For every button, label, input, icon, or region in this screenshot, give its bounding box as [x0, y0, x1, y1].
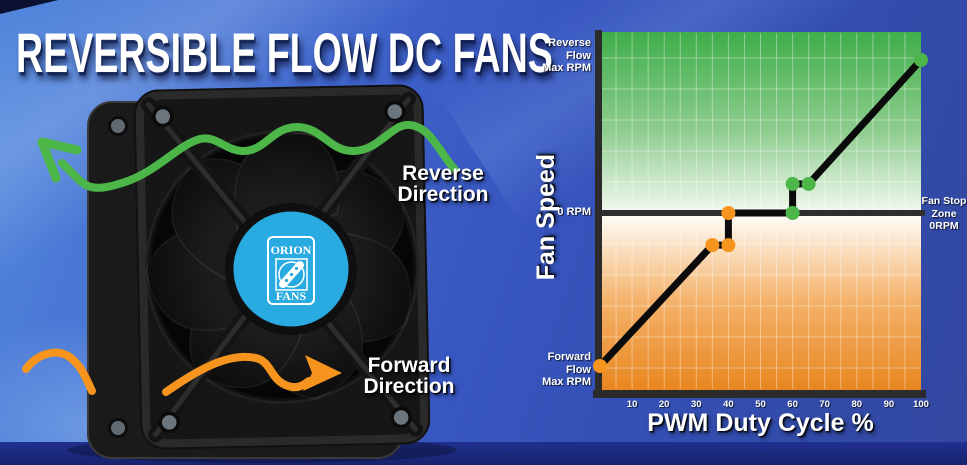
- fan-illustration: ORION FANS: [67, 84, 457, 463]
- x-tick-label: 10: [626, 399, 638, 410]
- airflow-arrows: [22, 121, 459, 396]
- data-point-forward: [721, 238, 736, 253]
- reverse-max-rpm-label: Reverse Flow Max RPM: [542, 37, 591, 74]
- data-point-reverse: [785, 176, 800, 191]
- x-axis-title: PWM Duty Cycle %: [647, 409, 874, 437]
- x-tick-label: 20: [658, 399, 670, 410]
- data-point-reverse: [914, 53, 928, 67]
- logo-text-orion: ORION: [271, 243, 312, 257]
- reverse-direction-label: Reverse Direction: [397, 162, 489, 206]
- x-tick-label: 70: [819, 399, 830, 410]
- data-point-reverse: [785, 206, 800, 220]
- x-tick-label: 40: [723, 399, 734, 410]
- data-point-forward: [593, 359, 607, 373]
- zero-rpm-label: 0 RPM: [557, 206, 591, 218]
- x-tick-label: 60: [787, 399, 798, 410]
- reverse-flow-arrow: [37, 121, 459, 192]
- forward-arrowhead: [303, 355, 342, 391]
- forward-flow-arrow: [22, 348, 342, 396]
- data-point-reverse: [801, 176, 816, 191]
- fan-speed-curve: [593, 53, 928, 373]
- forward-direction-label: Forward Direction: [363, 354, 455, 398]
- logo-band-stars: [284, 266, 299, 283]
- x-axis: [593, 390, 926, 398]
- x-tick-label: 90: [883, 399, 895, 410]
- x-tick-label: 100: [913, 399, 929, 410]
- mounting-holes: [152, 100, 412, 434]
- fan-hub: ORION FANS: [225, 203, 357, 335]
- chart-plot: [593, 30, 928, 398]
- data-point-forward: [705, 238, 720, 253]
- x-tick-label: 30: [691, 399, 702, 410]
- data-point-forward: [721, 206, 736, 220]
- fan-stop-zone-label: Fan Stop Zone 0RPM: [921, 195, 967, 232]
- forward-flow-zone: [600, 213, 921, 390]
- logo-text-fans: FANS: [276, 289, 307, 303]
- x-tick-label: 50: [755, 399, 766, 410]
- page-title: REVERSIBLE FLOW DC FANS: [16, 21, 553, 84]
- forward-max-rpm-label: Forward Flow Max RPM: [542, 351, 591, 388]
- y-axis: [595, 30, 602, 396]
- x-tick-label: 80: [851, 399, 863, 410]
